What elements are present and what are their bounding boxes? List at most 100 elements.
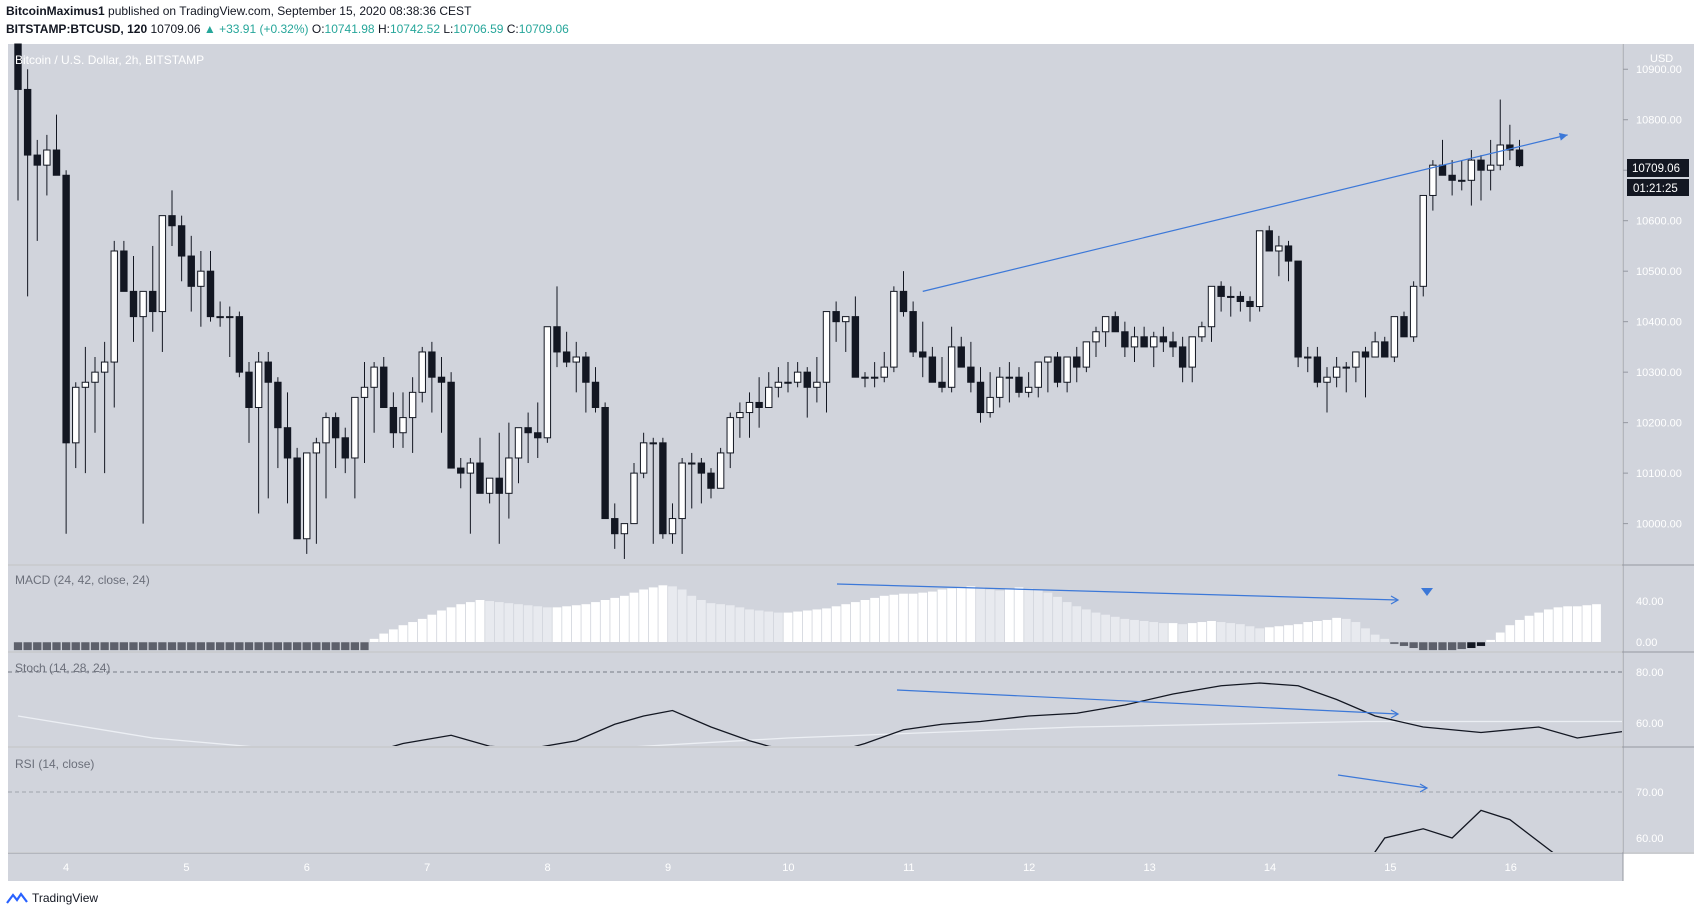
candle-up [43,149,51,166]
macd-tick-label: 40.00 [1636,596,1664,608]
macd-bar [494,602,504,642]
price-tick-label: 10500.00 [1636,266,1682,278]
macd-bar [639,589,649,642]
macd-bar [600,600,610,642]
macd-bar [581,604,591,642]
candle-up [1467,159,1476,181]
candle-up [399,417,407,434]
candle-down [283,427,292,459]
macd-bar [1505,625,1515,642]
macd-bar [1187,623,1197,642]
candle-down [1073,356,1081,368]
candle-down [1515,149,1524,167]
candle-up [1371,341,1379,358]
macd-bar [148,641,158,651]
stoch-trendline[interactable] [896,689,1399,715]
candle-up [1082,341,1091,368]
macd-bar [716,604,726,642]
countdown-label: 01:21:25 [1633,183,1678,195]
candle-down [707,472,715,489]
candle-down [1265,230,1273,252]
macd-bar [1303,622,1313,642]
candle-up [1150,336,1158,348]
candle-down [437,376,446,383]
candle-down [1159,336,1168,343]
macd-bar [1486,639,1496,642]
macd-bar [1476,641,1486,647]
macd-bar [1014,587,1024,642]
macd-bar [71,641,81,651]
candle-down [1178,346,1187,368]
macd-bar [696,600,706,642]
macd-bar [253,641,264,651]
macd-bar [1447,641,1457,651]
macd-bar [1457,641,1467,650]
brand-label: TradingView [32,891,99,905]
macd-bar [205,641,216,651]
macd-bar [369,638,379,642]
macd-bar [244,641,254,651]
macd-bar [995,590,1005,642]
candle-down [1381,341,1389,358]
stoch-k-line [391,682,1622,746]
macd-bar [1572,606,1582,642]
stoch-pane-bg [8,653,1622,746]
macd-bar [330,641,341,651]
time-axis-bg [8,853,1623,881]
candle-down [928,356,937,383]
candle-down [52,149,61,176]
time-axis-ticks: 4 5 6 7 8 9 10 11 12 13 14 15 16 [63,862,1517,874]
candle-down [1438,164,1447,176]
tradingview-brand[interactable]: TradingView [6,891,98,905]
macd-bar [831,606,841,642]
price-axis-bg [1623,44,1694,852]
candle-up [1304,356,1312,359]
macd-bar [793,611,803,642]
candle-up [1409,285,1418,338]
macd-bar [1072,606,1082,642]
macd-bar [1274,626,1284,642]
macd-trendline[interactable] [836,583,1399,601]
candle-up [370,366,378,388]
macd-bar [1592,604,1601,642]
trendlines[interactable] [836,132,1568,793]
macd-bar [658,585,668,642]
macd-bar [591,602,600,642]
macd-bar [109,641,119,651]
macd-bar [32,641,42,651]
candle-up [254,361,263,408]
open-label: O: [311,22,325,36]
macd-bar [128,641,139,651]
rsi-title: RSI (14, close) [15,757,94,771]
macd-bar [687,595,697,642]
candle-up [842,316,850,323]
candle-down [447,381,455,469]
candle-up [514,427,523,459]
macd-bar [610,597,620,642]
macd-bar [1534,612,1544,642]
candle-up [226,316,234,319]
macd-bar [1120,618,1130,642]
candle-down [495,477,503,494]
candle-up [1342,366,1350,369]
candle-up [72,386,80,444]
candle-up [1063,356,1071,383]
candle-up [466,462,475,474]
tradingview-logo-icon [6,892,28,904]
candle-up [649,442,657,445]
candle-down [659,442,667,535]
candle-down [562,351,571,363]
price-trendline[interactable] [922,134,1568,292]
candle-down [524,427,532,434]
author-name[interactable]: BitcoinMaximus1 [6,4,105,18]
candle-down [1448,174,1456,181]
candle-up [1092,331,1100,343]
macd-bar [1168,623,1178,642]
rsi-trendline[interactable] [1337,774,1428,789]
time-tick-label: 12 [1023,862,1035,874]
macd-bar [138,641,148,651]
time-tick-label: 7 [424,862,430,874]
candle-down [553,326,561,353]
macd-bar [225,641,235,651]
